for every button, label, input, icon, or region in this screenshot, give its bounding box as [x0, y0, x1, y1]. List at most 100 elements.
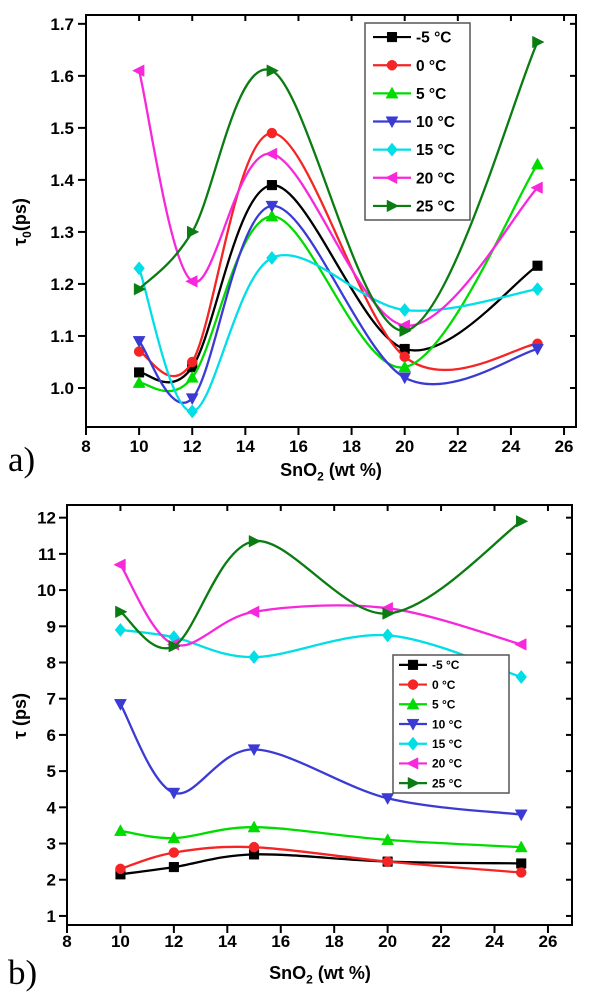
- series-marker: [167, 831, 181, 844]
- y-title-tau: τ: [10, 730, 31, 740]
- x-tick-label: 14: [236, 437, 255, 456]
- series-marker: [114, 699, 127, 711]
- y-tick-label: 1.4: [50, 171, 74, 190]
- legend-label: 20 °C: [432, 757, 462, 771]
- y-title-tau: τ: [10, 237, 31, 246]
- x-title-sub: 2: [306, 972, 313, 987]
- x-title-units: (wt %): [312, 963, 371, 983]
- x-title-units: (wt %): [323, 460, 382, 480]
- series-marker: [514, 840, 528, 853]
- series-marker: [266, 250, 278, 265]
- y-tick-label: 4: [47, 798, 57, 817]
- series-marker: [115, 863, 126, 875]
- y-tick-label: 1.6: [50, 67, 74, 86]
- chart-a-y-axis-title: τ0(ps): [10, 198, 34, 246]
- series-marker: [247, 744, 261, 757]
- y-title-sub: 0: [19, 231, 34, 238]
- series-marker: [515, 515, 529, 528]
- series-marker: [398, 302, 411, 317]
- series-curve: [137, 204, 539, 404]
- series-marker: [514, 809, 528, 822]
- legend-marker: [407, 659, 419, 670]
- x-tick-label: 16: [271, 932, 290, 951]
- legend-label: 25 °C: [416, 199, 455, 216]
- series-marker: [266, 127, 278, 139]
- legend-marker: [406, 697, 420, 710]
- plot-border: [85, 14, 577, 428]
- series-marker: [114, 622, 127, 637]
- legend-label: 25 °C: [432, 776, 462, 790]
- legend-label: 15 °C: [432, 737, 462, 751]
- y-tick-label: 1.3: [50, 223, 74, 242]
- x-tick-label: 20: [378, 932, 397, 951]
- y-tick-label: 1.7: [50, 15, 74, 34]
- legend-marker: [385, 86, 399, 99]
- chart-b-y-axis-title: τ (ps): [10, 692, 33, 740]
- series-marker: [266, 64, 279, 77]
- series-marker: [168, 862, 179, 873]
- x-title-main: SnO: [280, 460, 318, 480]
- series-marker: [186, 404, 198, 419]
- y-tick-label: 12: [37, 509, 56, 528]
- x-tick-label: 8: [62, 932, 71, 951]
- legend-marker: [384, 171, 398, 184]
- legend-marker: [407, 679, 419, 690]
- y-tick-label: 6: [47, 726, 56, 745]
- x-tick-label: 22: [432, 932, 451, 951]
- series-marker: [186, 356, 198, 368]
- series-curve: [119, 563, 523, 647]
- series-marker: [132, 336, 146, 348]
- legend-label: 15 °C: [416, 142, 455, 159]
- series-marker: [399, 324, 412, 337]
- series-marker: [168, 640, 181, 653]
- series-marker: [398, 372, 412, 385]
- series-marker: [399, 351, 410, 362]
- series-marker: [515, 867, 527, 878]
- series-marker: [382, 856, 393, 867]
- series-marker: [247, 820, 261, 833]
- legend-label: 10 °C: [416, 114, 455, 131]
- panel-label-b: b): [8, 953, 38, 992]
- series-curve: [137, 131, 539, 378]
- series-marker: [381, 628, 394, 643]
- legend-marker: [405, 757, 419, 770]
- series-marker: [134, 367, 145, 378]
- x-tick-label: 20: [395, 437, 414, 456]
- series-marker: [113, 558, 126, 571]
- chart-a-x-axis-title: SnO2 (wt %): [280, 461, 382, 483]
- series-marker: [515, 669, 527, 684]
- series-marker: [185, 393, 199, 406]
- series-marker: [167, 787, 181, 800]
- series-marker: [185, 370, 199, 383]
- y-title-units: (ps): [10, 692, 31, 731]
- x-tick-label: 24: [501, 437, 520, 456]
- x-tick-label: 26: [538, 932, 557, 951]
- series-marker: [248, 650, 260, 665]
- series-marker: [115, 605, 128, 619]
- series-marker: [246, 605, 260, 619]
- y-tick-label: 9: [47, 617, 56, 636]
- series-marker: [185, 275, 198, 288]
- y-tick-label: 1.2: [50, 275, 74, 294]
- legend-marker: [386, 199, 400, 213]
- series-marker: [133, 261, 145, 276]
- chart-b-x-axis-title: SnO2 (wt %): [269, 964, 371, 986]
- series-marker: [168, 847, 180, 858]
- chart-panel-a: 8 10 12 14 16 18 20 22 24 26 1.0 1.1 1.2 1.3 1.4 1.5 1.6…: [8, 14, 577, 483]
- x-tick-label: 12: [164, 932, 183, 951]
- x-tick-label: 18: [325, 932, 344, 951]
- legend-label: 10 °C: [432, 717, 462, 731]
- series-marker: [132, 64, 145, 77]
- chart-a-canvas: 8 10 12 14 16 18 20 22 24 26 1.0 1.1 1.2 1.3 1.4 1.5 1.6…: [50, 14, 577, 456]
- series-marker: [532, 35, 545, 49]
- legend-marker: [385, 116, 399, 129]
- series-marker: [382, 607, 395, 620]
- legend-label: -5 °C: [432, 658, 460, 672]
- series-marker: [265, 209, 279, 222]
- y-tick-label: 3: [47, 835, 56, 854]
- legend-marker: [407, 736, 419, 751]
- y-tick-label: 2: [47, 871, 56, 890]
- series-marker: [531, 343, 544, 356]
- series-curve: [119, 702, 523, 816]
